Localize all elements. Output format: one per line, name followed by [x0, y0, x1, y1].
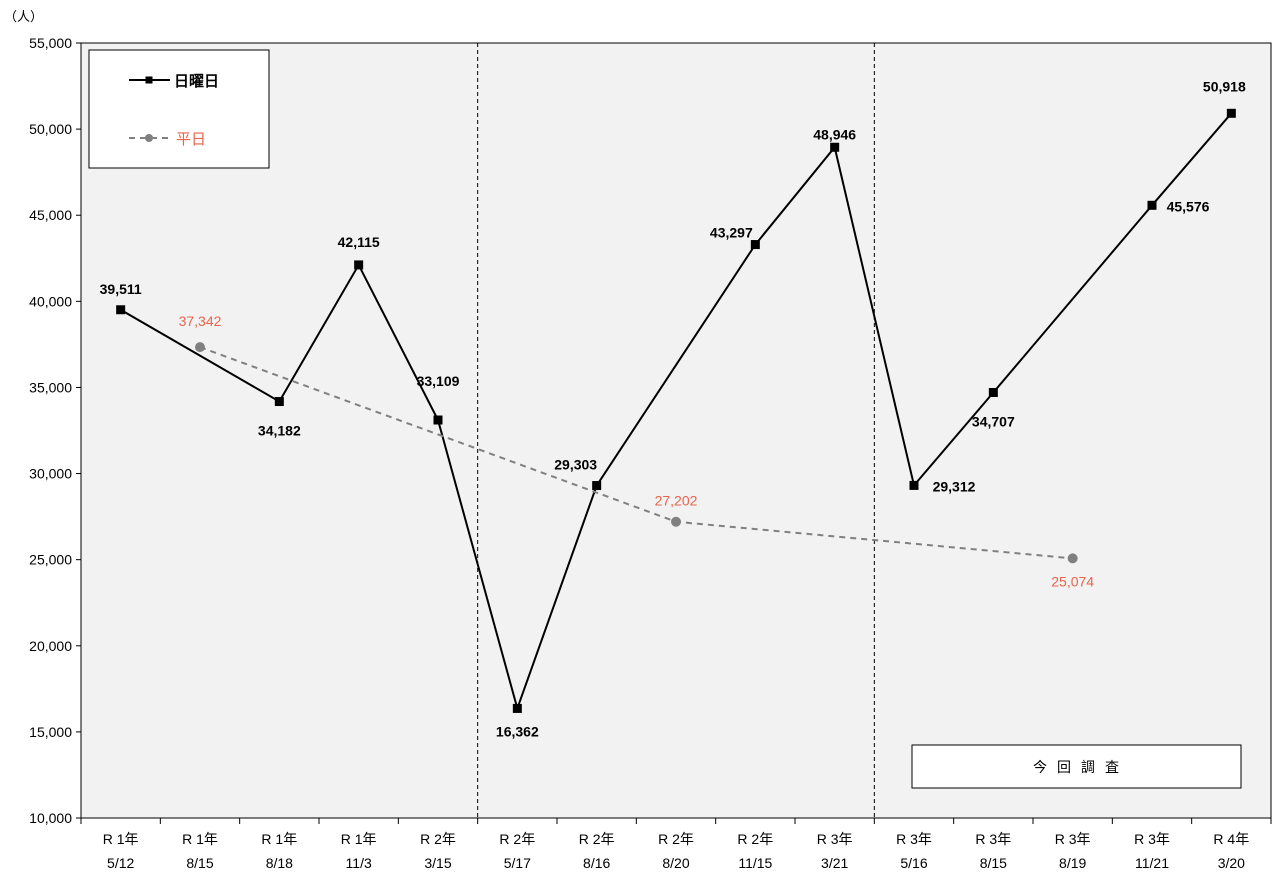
y-tick-label: 40,000	[29, 293, 72, 309]
x-tick-label-year: R 3年	[1134, 831, 1170, 847]
data-label-sunday: 33,109	[417, 373, 460, 389]
x-tick-label-date: 11/21	[1135, 855, 1169, 871]
x-tick-label-date: 3/21	[821, 855, 848, 871]
data-label-sunday: 34,182	[258, 423, 301, 439]
data-label-sunday: 43,297	[710, 225, 753, 241]
y-tick-label: 15,000	[29, 724, 72, 740]
x-tick-label-date: 8/20	[662, 855, 689, 871]
x-tick-label-date: 5/16	[900, 855, 927, 871]
y-tick-label: 30,000	[29, 466, 72, 482]
x-tick-label-date: 5/17	[504, 855, 531, 871]
data-label-weekday: 25,074	[1051, 573, 1094, 589]
point-marker-sunday	[354, 260, 364, 270]
y-tick-label: 25,000	[29, 552, 72, 568]
data-label-sunday: 45,576	[1167, 198, 1210, 214]
legend-sunday-label: 日曜日	[174, 73, 219, 90]
y-tick-label: 20,000	[29, 638, 72, 654]
y-axis: 10,000 15,000 20,000 25,000 30,000 35,000 40,0…	[29, 35, 81, 826]
x-tick-label-year: R 1年	[341, 831, 377, 847]
y-tick-label: 10,000	[29, 810, 72, 826]
x-tick-label-date: 5/12	[107, 855, 134, 871]
x-tick-label-year: R 2年	[579, 831, 615, 847]
point-marker-weekday	[671, 516, 681, 527]
legend-sunday-marker	[145, 76, 153, 84]
x-tick-label-date: 8/18	[266, 855, 293, 871]
point-marker-sunday	[274, 397, 284, 407]
y-tick-label: 45,000	[29, 207, 72, 223]
data-label-sunday: 48,946	[813, 126, 856, 142]
legend-weekday-label: 平日	[176, 131, 206, 148]
legend-box	[88, 49, 270, 169]
point-marker-weekday	[195, 342, 205, 353]
x-tick-label-date: 8/16	[583, 855, 610, 871]
point-marker-sunday	[116, 305, 126, 315]
x-tick-label-date: 8/15	[980, 855, 1007, 871]
x-axis: R 1年 5/12 R 1年 8/15 R 1年 8/18 R 1年 11/3 R 2年 3/15…	[80, 818, 1272, 871]
y-tick-label: 55,000	[29, 35, 72, 51]
point-marker-sunday	[1147, 200, 1157, 210]
x-tick-label-year: R 1年	[103, 831, 139, 847]
data-label-sunday: 50,918	[1203, 78, 1246, 94]
x-tick-label-year: R 3年	[817, 831, 853, 847]
point-marker-sunday	[988, 387, 998, 397]
y-unit-label: （人）	[4, 9, 43, 24]
data-label-sunday: 29,303	[554, 457, 597, 473]
data-label-sunday: 29,312	[933, 478, 976, 494]
x-tick-label-date: 3/20	[1218, 855, 1245, 871]
point-marker-sunday	[1226, 108, 1236, 118]
section-dividers	[477, 43, 875, 818]
point-marker-sunday	[909, 480, 919, 490]
annotation-label: 今回調査	[1033, 759, 1129, 775]
data-label-weekday: 37,342	[179, 313, 222, 329]
point-marker-sunday	[433, 415, 443, 425]
point-marker-weekday	[1067, 553, 1078, 564]
x-tick-label-date: 8/15	[186, 855, 213, 871]
x-tick-label-year: R 1年	[261, 831, 297, 847]
legend: 日曜日 平日	[88, 49, 270, 169]
data-label-weekday: 27,202	[655, 493, 698, 509]
x-tick-label-year: R 3年	[1055, 831, 1091, 847]
data-label-sunday: 16,362	[496, 723, 539, 739]
x-tick-label-year: R 4年	[1213, 831, 1249, 847]
x-tick-label-year: R 2年	[737, 831, 773, 847]
point-marker-sunday	[830, 142, 840, 152]
data-label-sunday: 42,115	[338, 234, 380, 250]
x-tick-label-date: 11/15	[738, 855, 772, 871]
data-label-sunday: 39,511	[100, 281, 142, 297]
x-tick-label-year: R 1年	[182, 831, 218, 847]
y-tick-label: 50,000	[29, 121, 72, 137]
legend-weekday-marker	[145, 134, 153, 142]
x-tick-label-date: 11/3	[346, 855, 372, 871]
point-marker-sunday	[592, 481, 602, 491]
data-label-sunday: 34,707	[972, 413, 1015, 429]
x-tick-label-year: R 2年	[420, 831, 456, 847]
y-tick-label: 35,000	[29, 379, 72, 395]
x-tick-label-year: R 3年	[896, 831, 932, 847]
series-line-sunday	[120, 112, 1233, 712]
data-labels: 39,511 34,182 42,115 33,109 16,362 29,303 43,2…	[100, 78, 1246, 739]
x-tick-label-year: R 3年	[975, 831, 1011, 847]
x-tick-label-date: 8/19	[1059, 855, 1086, 871]
series-group	[116, 108, 1236, 713]
point-marker-sunday	[512, 703, 522, 713]
x-tick-label-year: R 2年	[658, 831, 694, 847]
annotation-frame	[911, 744, 1242, 789]
x-tick-label-date: 3/15	[424, 855, 451, 871]
annotation-box: 今回調査	[911, 744, 1242, 789]
plot-area	[80, 42, 1272, 819]
x-tick-label-year: R 2年	[499, 831, 535, 847]
point-marker-sunday	[750, 240, 760, 250]
